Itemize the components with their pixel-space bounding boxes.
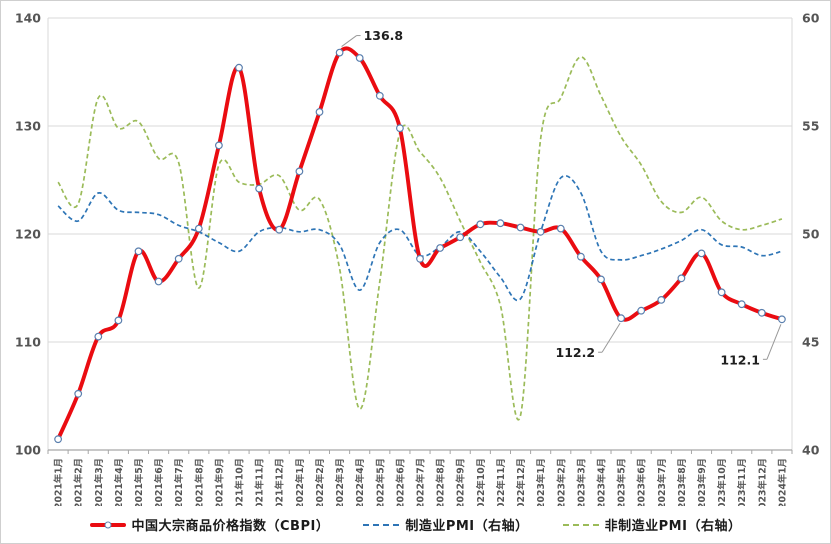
svg-text:130: 130 <box>15 119 41 134</box>
svg-text:2022年12月: 2022年12月 <box>515 458 527 506</box>
svg-text:2021年4月: 2021年4月 <box>113 458 125 506</box>
svg-text:2023年11月: 2023年11月 <box>736 458 748 506</box>
cbpi-line-swatch <box>89 521 126 528</box>
svg-text:2023年12月: 2023年12月 <box>756 458 768 506</box>
svg-text:2022年1月: 2022年1月 <box>294 458 306 506</box>
svg-text:2023年6月: 2023年6月 <box>636 458 648 506</box>
svg-text:136.8: 136.8 <box>364 28 404 43</box>
svg-text:2021年10月: 2021年10月 <box>234 458 246 506</box>
chart-legend: 中国大宗商品价格指数（CBPI） 制造业PMI（右轴） 非制造业PMI（右轴） <box>1 515 830 534</box>
right-axis-labels: 40 45 50 55 60 <box>802 11 820 458</box>
svg-text:2021年8月: 2021年8月 <box>193 458 205 506</box>
nonmanufacturing-pmi-dash-swatch <box>562 523 599 526</box>
svg-text:2023年9月: 2023年9月 <box>696 458 708 506</box>
svg-text:2021年11月: 2021年11月 <box>254 458 266 506</box>
x-axis <box>47 449 793 454</box>
svg-text:2023年10月: 2023年10月 <box>716 458 728 506</box>
svg-text:2022年8月: 2022年8月 <box>435 458 447 506</box>
svg-text:2022年10月: 2022年10月 <box>475 458 487 506</box>
annotations: 136.8 112.2 112.1 <box>341 28 782 367</box>
svg-text:45: 45 <box>802 335 819 350</box>
svg-text:2021年9月: 2021年9月 <box>213 458 225 506</box>
svg-text:2022年2月: 2022年2月 <box>314 458 326 506</box>
legend-label-cbpi: 中国大宗商品价格指数（CBPI） <box>131 519 330 534</box>
svg-text:2023年7月: 2023年7月 <box>656 458 668 506</box>
svg-text:2023年4月: 2023年4月 <box>595 458 607 506</box>
svg-text:100: 100 <box>15 443 41 458</box>
x-axis-labels: 2021年1月 2021年2月 2021年3月 2021年4月 2021年5月 2021年… <box>53 458 789 506</box>
svg-text:50: 50 <box>802 227 820 242</box>
svg-text:2021年5月: 2021年5月 <box>133 458 145 506</box>
legend-item-manufacturing-pmi: 制造业PMI（右轴） <box>363 515 528 534</box>
legend-item-nonmanufacturing-pmi: 非制造业PMI（右轴） <box>562 515 742 534</box>
svg-text:2022年4月: 2022年4月 <box>354 458 366 506</box>
svg-text:2022年5月: 2022年5月 <box>374 458 386 506</box>
svg-text:2023年8月: 2023年8月 <box>676 458 688 506</box>
svg-text:40: 40 <box>802 443 820 458</box>
svg-text:2023年3月: 2023年3月 <box>575 458 587 506</box>
svg-text:2021年12月: 2021年12月 <box>274 458 286 506</box>
svg-text:2021年7月: 2021年7月 <box>173 458 185 506</box>
cbpi-marker-dot-icon <box>104 521 112 528</box>
svg-text:2024年1月: 2024年1月 <box>776 458 788 506</box>
svg-text:2022年6月: 2022年6月 <box>394 458 406 506</box>
svg-text:120: 120 <box>15 227 41 242</box>
legend-label-nonmanufacturing-pmi: 非制造业PMI（右轴） <box>604 519 742 534</box>
manufacturing-pmi-series-line <box>57 174 783 302</box>
legend-item-cbpi: 中国大宗商品价格指数（CBPI） <box>89 515 330 534</box>
nonmanufacturing-pmi-series-line <box>57 56 783 421</box>
svg-text:2022年7月: 2022年7月 <box>415 458 427 506</box>
svg-text:60: 60 <box>802 11 820 26</box>
left-axis-labels: 100 110 120 130 140 <box>15 11 41 458</box>
svg-text:2021年2月: 2021年2月 <box>73 458 85 506</box>
svg-text:110: 110 <box>15 335 41 350</box>
svg-text:55: 55 <box>802 119 819 134</box>
svg-text:2022年3月: 2022年3月 <box>334 458 346 506</box>
gridlines <box>47 17 793 450</box>
svg-text:2023年5月: 2023年5月 <box>616 458 628 506</box>
svg-text:2021年3月: 2021年3月 <box>93 458 105 506</box>
svg-text:2023年2月: 2023年2月 <box>555 458 567 506</box>
svg-text:2023年1月: 2023年1月 <box>535 458 547 506</box>
svg-text:2021年6月: 2021年6月 <box>153 458 165 506</box>
svg-text:112.1: 112.1 <box>720 352 760 367</box>
cbpi-series-line <box>56 46 784 442</box>
legend-label-manufacturing-pmi: 制造业PMI（右轴） <box>405 519 529 534</box>
svg-text:2022年11月: 2022年11月 <box>495 458 507 506</box>
manufacturing-pmi-dash-swatch <box>363 523 400 526</box>
svg-text:2021年1月: 2021年1月 <box>53 458 65 506</box>
svg-text:140: 140 <box>15 11 41 26</box>
cbpi-series-markers <box>54 48 786 444</box>
svg-text:2022年9月: 2022年9月 <box>455 458 467 506</box>
svg-text:112.2: 112.2 <box>556 345 596 360</box>
